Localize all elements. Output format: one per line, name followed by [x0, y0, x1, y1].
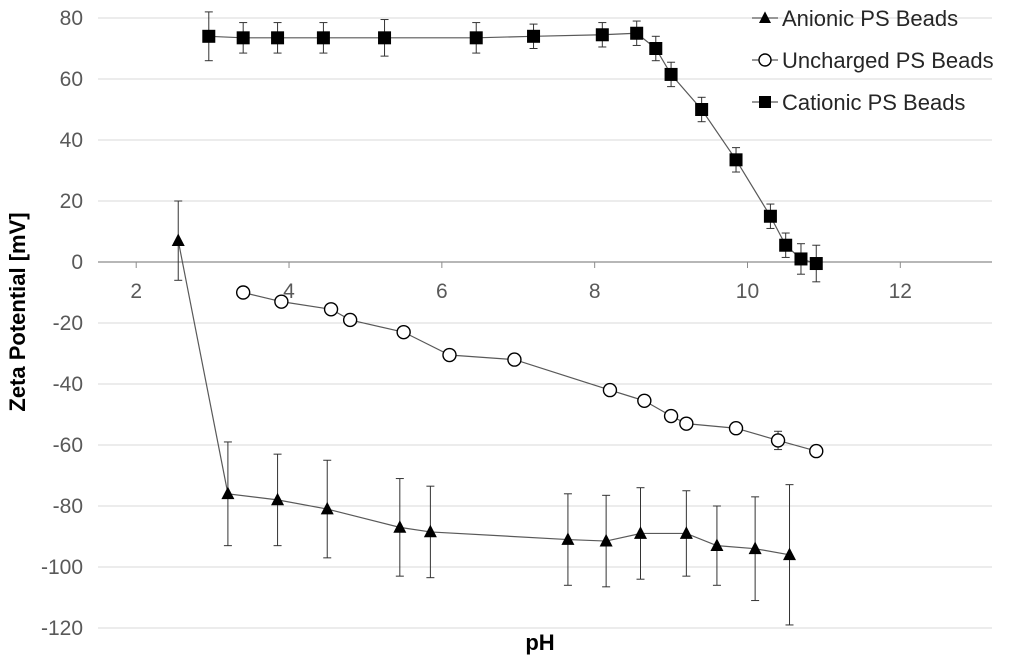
circle-marker — [770, 433, 786, 448]
x-axis-title: pH — [525, 630, 554, 655]
y-tick-label: 0 — [71, 251, 83, 274]
circle-marker — [235, 285, 251, 300]
triangle-marker — [171, 233, 185, 247]
axes — [98, 261, 992, 268]
square-marker — [763, 209, 777, 223]
y-tick-label: 60 — [60, 68, 83, 91]
square-marker — [759, 96, 771, 108]
triangle-marker — [221, 486, 235, 500]
triangle-marker — [393, 520, 407, 533]
y-tick-label: -60 — [53, 434, 83, 457]
triangle-marker — [783, 547, 797, 561]
square-marker — [809, 257, 823, 271]
circle-marker — [507, 352, 522, 367]
series-cationic-ps-beads — [202, 11, 823, 283]
x-tick-labels: 2 4 6 8 10 12 — [130, 280, 912, 303]
y-tick-label: 20 — [60, 190, 83, 213]
y-tick-labels: 80 60 40 20 0 -20 -40 -60 -80 -100 -120 — [41, 7, 83, 640]
x-tick-label: 6 — [436, 280, 448, 303]
triangle-marker — [423, 524, 437, 538]
legend-label: Cationic PS Beads — [782, 90, 965, 115]
square-marker — [316, 31, 330, 45]
x-tick-label: 2 — [130, 280, 142, 303]
y-tick-label: -20 — [53, 312, 83, 335]
series-layer — [171, 11, 824, 626]
circle-marker — [758, 53, 772, 67]
square-marker — [271, 31, 285, 45]
circle-marker — [396, 324, 411, 340]
legend: Anionic PS Beads Uncharged PS Beads Cation… — [752, 6, 994, 115]
square-marker — [649, 42, 663, 55]
y-tick-label: 40 — [60, 129, 83, 152]
y-tick-label: -120 — [41, 617, 83, 640]
circle-marker — [274, 294, 289, 309]
triangle-marker — [634, 526, 648, 539]
triangle-marker — [561, 532, 575, 545]
series-line — [177, 240, 790, 556]
circle-marker — [728, 421, 744, 436]
square-marker — [664, 67, 678, 81]
circle-marker — [602, 382, 618, 398]
triangle-marker — [710, 538, 724, 552]
square-marker — [779, 238, 793, 252]
y-axis-title: Zeta Potential [mV] — [5, 212, 30, 411]
square-marker — [630, 26, 644, 40]
square-marker — [595, 28, 609, 42]
circle-marker — [442, 347, 457, 363]
series-anionic-ps-beads — [171, 200, 797, 626]
legend-label: Anionic PS Beads — [782, 6, 958, 31]
square-marker — [236, 31, 250, 45]
legend-entry: Uncharged PS Beads — [752, 48, 994, 73]
x-tick-label: 8 — [589, 280, 601, 303]
square-marker — [527, 29, 541, 43]
square-marker — [469, 31, 483, 45]
triangle-marker — [748, 541, 762, 555]
y-tick-label: -100 — [41, 556, 83, 579]
triangle-marker — [271, 492, 285, 506]
series-line — [208, 32, 817, 265]
series-uncharged-ps-beads — [235, 285, 824, 459]
triangle-marker — [599, 533, 613, 547]
square-marker — [794, 252, 808, 266]
circle-marker — [679, 416, 694, 431]
circle-marker — [809, 443, 824, 459]
square-marker — [378, 31, 392, 45]
legend-entry: Anionic PS Beads — [752, 6, 958, 31]
x-tick-label: 4 — [283, 280, 295, 303]
circle-marker — [342, 312, 358, 328]
y-tick-label: 80 — [60, 7, 83, 30]
y-tick-label: -80 — [53, 495, 83, 518]
circle-marker — [323, 302, 339, 317]
square-marker — [729, 153, 743, 167]
triangle-marker — [679, 526, 693, 539]
legend-label: Uncharged PS Beads — [782, 48, 994, 73]
triangle-marker — [759, 11, 771, 23]
circle-marker — [637, 393, 652, 408]
square-marker — [695, 103, 709, 116]
circle-marker — [663, 408, 679, 424]
x-tick-label: 10 — [736, 280, 759, 303]
triangle-marker — [320, 501, 334, 515]
y-tick-label: -40 — [53, 373, 83, 396]
square-marker — [202, 29, 216, 43]
gridlines — [98, 17, 992, 629]
x-tick-label: 12 — [889, 280, 912, 303]
legend-entry: Cationic PS Beads — [752, 90, 965, 115]
